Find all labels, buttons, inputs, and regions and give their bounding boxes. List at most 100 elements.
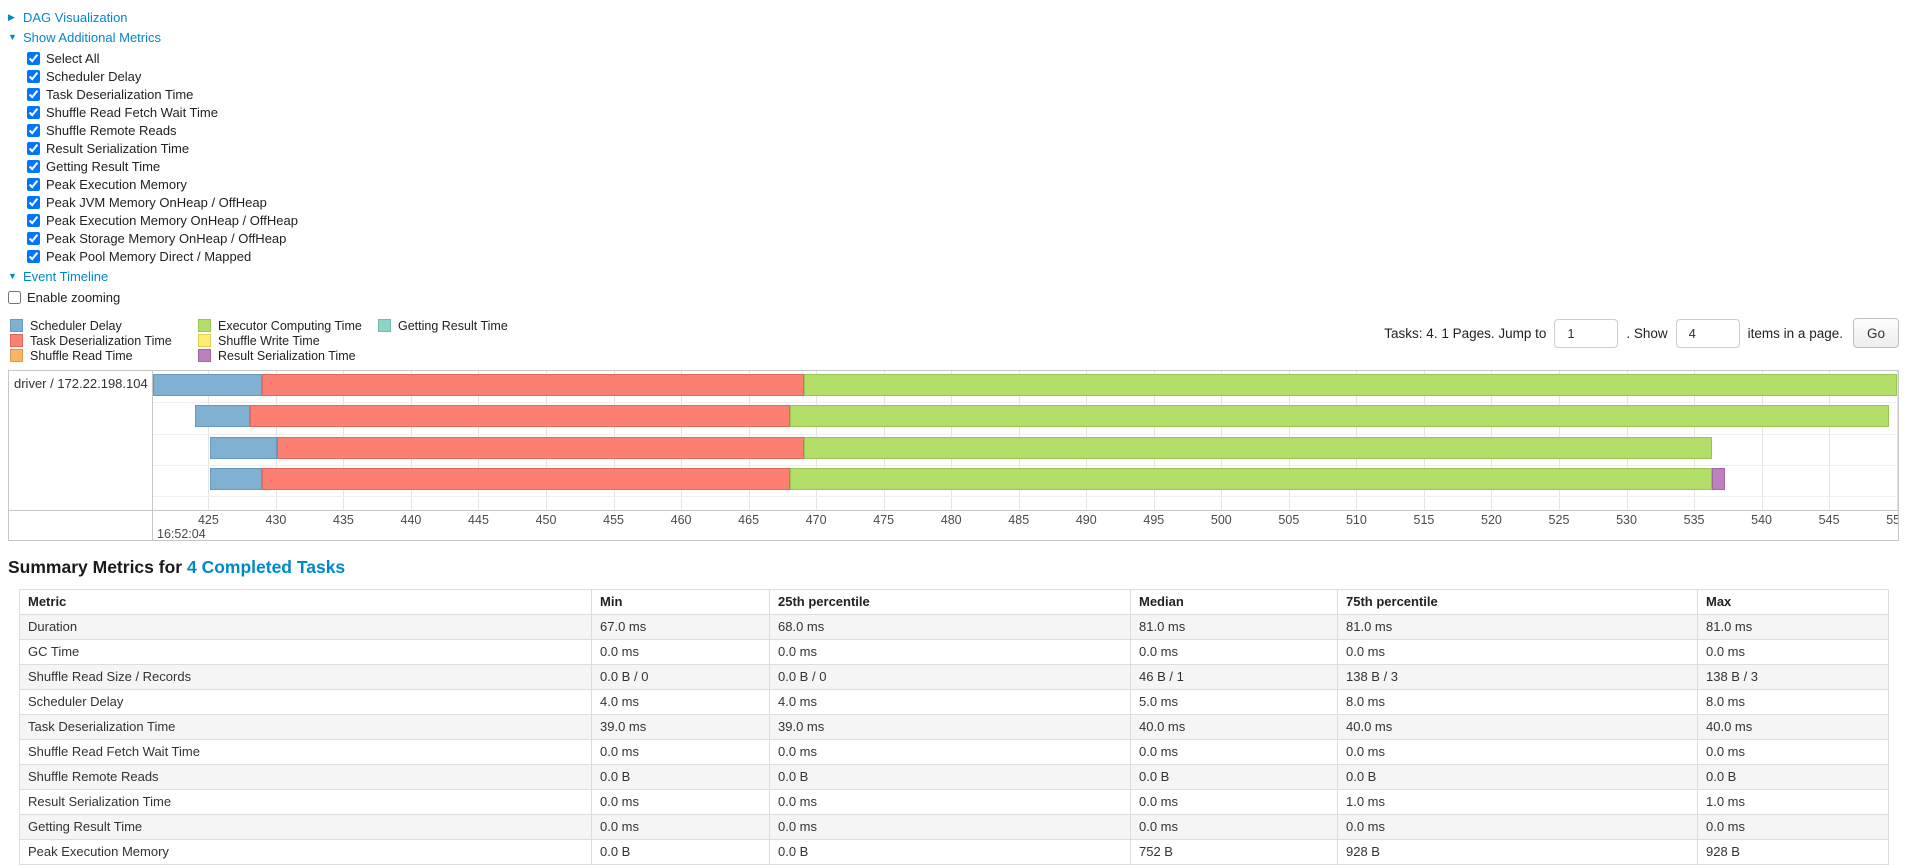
table-row: Result Serialization Time 0.0 ms 0.0 ms 0.0… <box>19 789 1889 815</box>
dag-visualization-label: DAG Visualization <box>23 9 128 25</box>
metric-value-cell: 0.0 ms <box>1697 814 1889 840</box>
legend-item: Getting Result Time <box>378 318 508 333</box>
metric-checkbox-label: Peak Pool Memory Direct / Mapped <box>46 248 252 264</box>
metric-value-cell: 0.0 B <box>769 839 1131 865</box>
metric-checkbox-label: Shuffle Remote Reads <box>46 122 177 138</box>
metric-checkbox[interactable] <box>27 51 40 65</box>
task-bar-segment-scheduler-delay[interactable] <box>153 374 263 396</box>
legend-label: Shuffle Write Time <box>218 333 320 348</box>
metric-name-cell: Scheduler Delay <box>19 689 592 715</box>
timeline-tick-label: 540 <box>1751 513 1773 527</box>
timeline-gridline <box>1896 371 1898 510</box>
metric-checkbox[interactable] <box>27 231 40 245</box>
metric-value-cell: 0.0 B / 0 <box>591 664 770 690</box>
metric-value-cell: 46 B / 1 <box>1130 664 1338 690</box>
metric-value-cell: 4.0 ms <box>591 689 770 715</box>
completed-tasks-link[interactable]: 4 Completed Tasks <box>186 557 346 577</box>
timeline-axis-divider <box>9 510 1898 511</box>
table-row: Getting Result Time 0.0 ms 0.0 ms 0.0 ms 0.0… <box>19 814 1889 840</box>
task-bar-segment-executor-computing[interactable] <box>790 405 1889 428</box>
task-bar-segment-task-deserialization[interactable] <box>262 467 791 490</box>
task-bar-segment-executor-computing[interactable] <box>803 374 1897 396</box>
timeline-tick-label: 435 <box>332 513 354 527</box>
legend-item: Task Deserialization Time <box>10 333 172 348</box>
metric-checkbox[interactable] <box>27 141 40 155</box>
timeline-tick-label: 450 <box>535 513 557 527</box>
metric-checkbox[interactable] <box>27 87 40 101</box>
metric-checkbox[interactable] <box>27 69 40 83</box>
metric-value-cell: 0.0 ms <box>1130 639 1338 665</box>
table-row: Shuffle Read Size / Records 0.0 B / 0 0.0 … <box>19 664 1889 690</box>
summary-title-prefix: Summary Metrics for <box>8 557 183 577</box>
metric-value-cell: 40.0 ms <box>1130 714 1338 740</box>
task-bar-segment-scheduler-delay[interactable] <box>209 436 278 459</box>
dag-visualization-toggle[interactable]: ▶ DAG Visualization <box>8 9 1907 25</box>
enable-zooming-checkbox[interactable] <box>8 290 21 304</box>
task-bar-segment-executor-computing[interactable] <box>803 436 1712 459</box>
metric-value-cell: 1.0 ms <box>1697 789 1889 815</box>
metric-checkbox[interactable] <box>27 177 40 191</box>
task-bar-segment-task-deserialization[interactable] <box>277 436 804 459</box>
metric-checkbox[interactable] <box>27 195 40 209</box>
show-additional-metrics-toggle[interactable]: ▼ Show Additional Metrics <box>8 29 1907 45</box>
metric-checkbox-item: Peak JVM Memory OnHeap / OffHeap <box>27 193 1907 211</box>
jump-to-page-input[interactable] <box>1554 318 1619 348</box>
task-bar-segment-executor-computing[interactable] <box>790 467 1712 490</box>
metric-value-cell: 0.0 ms <box>1337 639 1698 665</box>
metric-checkbox-item: Getting Result Time <box>27 157 1907 175</box>
timeline-plot-area <box>153 371 1898 510</box>
summary-column-header: Median <box>1130 589 1338 615</box>
metric-value-cell: 68.0 ms <box>769 614 1131 640</box>
metric-checkbox-label: Select All <box>46 50 100 66</box>
metric-name-cell: Shuffle Remote Reads <box>19 764 592 790</box>
stage-controls: ▶ DAG Visualization ▼ Show Additional Me… <box>0 0 1907 306</box>
metric-value-cell: 0.0 ms <box>1337 739 1698 765</box>
metric-checkbox-item: Peak Storage Memory OnHeap / OffHeap <box>27 229 1907 247</box>
metric-checkbox[interactable] <box>27 213 40 227</box>
task_deserialization-legend-swatch <box>10 334 23 347</box>
event-timeline-label: Event Timeline <box>23 268 109 284</box>
task-bar-segment-result-serialization[interactable] <box>1711 467 1726 490</box>
metric-name-cell: Duration <box>19 614 592 640</box>
timeline-axis: 425 430 435 440 445 450 455 460 465 470 475 480 485 4… <box>153 511 1898 540</box>
timeline-tick-label: 495 <box>1143 513 1165 527</box>
metric-checkbox[interactable] <box>27 123 40 137</box>
task-bar-segment-scheduler-delay[interactable] <box>194 405 251 428</box>
legend-item: Result Serialization Time <box>198 348 362 363</box>
metric-value-cell: 138 B / 3 <box>1337 664 1698 690</box>
timeline-row-separator <box>153 402 1898 404</box>
pagination-prefix: Tasks: 4. 1 Pages. Jump to <box>1384 325 1547 341</box>
metric-value-cell: 39.0 ms <box>769 714 1131 740</box>
metric-checkbox[interactable] <box>27 105 40 119</box>
result_serialization-legend-swatch <box>198 349 211 362</box>
legend-item: Shuffle Write Time <box>198 333 362 348</box>
getting_result-legend-swatch <box>378 319 391 332</box>
legend-label: Scheduler Delay <box>30 318 122 333</box>
legend-column: Scheduler Delay Task Deserialization Time… <box>10 318 172 363</box>
go-button[interactable]: Go <box>1852 318 1899 348</box>
event-timeline-toggle[interactable]: ▼ Event Timeline <box>8 268 1907 284</box>
metric-value-cell: 0.0 ms <box>1697 739 1889 765</box>
task-bar-segment-scheduler-delay[interactable] <box>209 467 263 490</box>
legend-label: Shuffle Read Time <box>30 348 133 363</box>
legend-item: Executor Computing Time <box>198 318 362 333</box>
table-row: GC Time 0.0 ms 0.0 ms 0.0 ms 0.0 ms 0.0 ms <box>19 639 1889 665</box>
timeline-tick-label: 490 <box>1075 513 1097 527</box>
metric-value-cell: 0.0 B / 0 <box>769 664 1131 690</box>
timeline-row-separator <box>153 464 1898 466</box>
metric-checkbox-label: Task Deserialization Time <box>46 86 194 102</box>
task-bar-segment-task-deserialization[interactable] <box>250 405 791 428</box>
items-per-page-input[interactable] <box>1675 318 1740 348</box>
timeline-tick-label: 470 <box>805 513 827 527</box>
metric-name-cell: GC Time <box>19 639 592 665</box>
metric-value-cell: 40.0 ms <box>1697 714 1889 740</box>
metric-checkbox[interactable] <box>27 249 40 263</box>
legend-item: Scheduler Delay <box>10 318 172 333</box>
metric-checkbox[interactable] <box>27 159 40 173</box>
timeline-row-separator <box>153 433 1898 435</box>
metric-name-cell: Shuffle Read Size / Records <box>19 664 592 690</box>
metric-checkbox-label: Scheduler Delay <box>46 68 142 84</box>
summary-column-header: Max <box>1697 589 1889 615</box>
timeline-label-divider <box>152 371 153 540</box>
task-bar-segment-task-deserialization[interactable] <box>262 374 804 396</box>
